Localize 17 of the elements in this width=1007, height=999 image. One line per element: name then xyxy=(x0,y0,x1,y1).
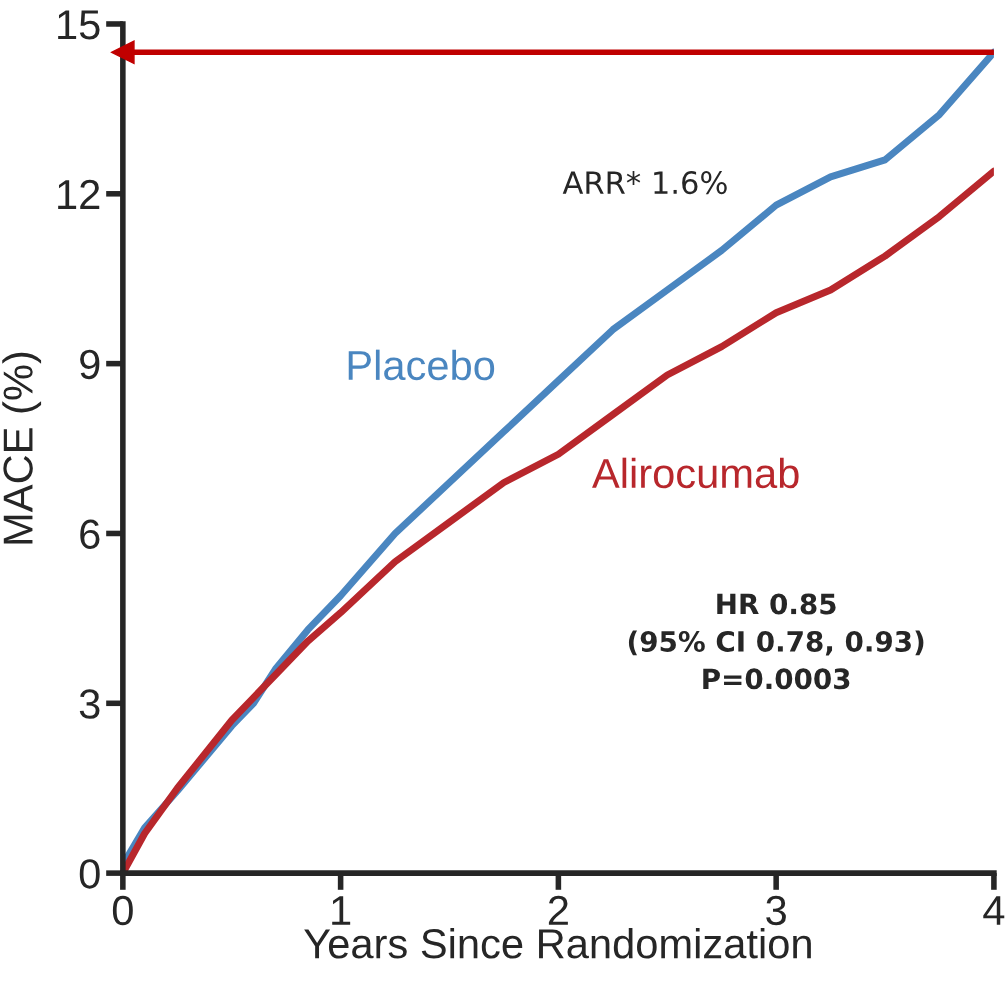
y-axis-title: MACE (%) xyxy=(2,352,42,544)
x-tick-label: 0 xyxy=(112,895,133,926)
x-tick-label: 4 xyxy=(983,896,1005,925)
y-tick-label: 12 xyxy=(58,179,100,209)
y-tick-label: 0 xyxy=(79,859,100,889)
x-tick-label: 1 xyxy=(332,896,351,925)
annotation: HR 0.85 (95% CI 0.78, 0.93) P=0.0003 xyxy=(628,593,924,690)
y-tick-label: 9 xyxy=(80,349,100,380)
x-tick-label: 3 xyxy=(766,895,786,926)
series-label: Placebo xyxy=(348,349,495,381)
x-axis-title: Years Since Randomization xyxy=(304,927,811,959)
y-tick-label: 15 xyxy=(58,10,100,40)
annotation: ARR* 1.6% xyxy=(562,171,727,195)
series-label: Alirocumab xyxy=(592,457,799,489)
y-tick-label: 6 xyxy=(80,519,100,549)
x-tick-label: 2 xyxy=(548,895,568,925)
y-tick-label: 3 xyxy=(79,689,100,719)
